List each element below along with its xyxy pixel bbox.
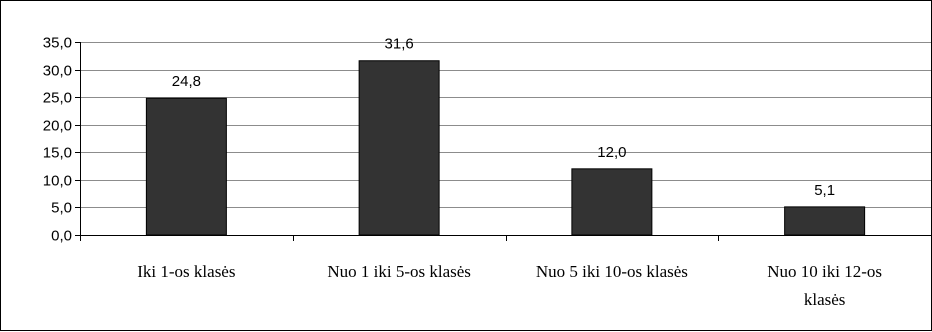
y-tick-label: 20,0 xyxy=(43,118,72,135)
bars xyxy=(145,60,866,236)
x-category-label: Nuo 10 iki 12-os xyxy=(767,262,882,281)
x-category-label: Iki 1-os klasės xyxy=(137,262,235,281)
x-category-label: Nuo 1 iki 5-os klasės xyxy=(327,262,471,281)
y-tick-label: 5,0 xyxy=(51,200,72,217)
bar xyxy=(571,168,653,236)
data-label: 31,6 xyxy=(385,36,414,53)
y-tick-label: 25,0 xyxy=(43,90,72,107)
y-tick-labels: 0,0 5,0 10,0 15,0 20,0 25,0 30,0 35,0 xyxy=(43,35,72,245)
y-tick-label: 35,0 xyxy=(43,35,72,52)
y-tick-label: 0,0 xyxy=(51,228,72,245)
bar xyxy=(784,206,866,236)
data-label: 5,1 xyxy=(814,182,835,199)
x-category-label: klasės xyxy=(804,290,846,309)
y-tick-label: 30,0 xyxy=(43,63,72,80)
data-label: 24,8 xyxy=(172,73,201,90)
axes xyxy=(75,42,932,241)
bar xyxy=(145,97,227,236)
data-labels: 24,8 31,6 12,0 5,1 xyxy=(172,36,835,199)
data-label: 12,0 xyxy=(597,144,626,161)
category-labels: Iki 1-os klasės Nuo 1 iki 5-os klasės Nuo … xyxy=(137,262,882,309)
x-category-label: Nuo 5 iki 10-os klasės xyxy=(536,262,688,281)
y-tick-label: 15,0 xyxy=(43,145,72,162)
y-tick-label: 10,0 xyxy=(43,173,72,190)
bar xyxy=(358,60,440,236)
